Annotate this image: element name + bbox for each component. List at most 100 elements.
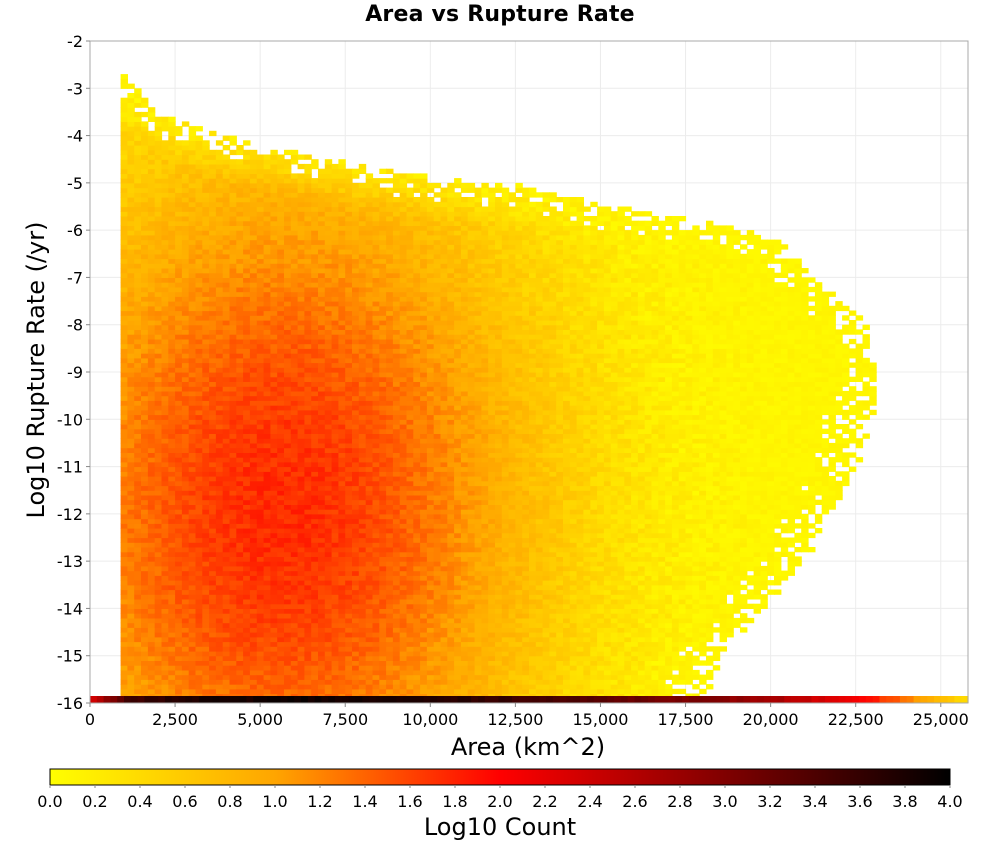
- heatmap-cell: [365, 513, 374, 520]
- heatmap-cell: [256, 466, 265, 472]
- heatmap-cell: [284, 400, 292, 406]
- heatmap-cell: [249, 163, 258, 170]
- heatmap-cell: [256, 613, 265, 619]
- heatmap-cell: [195, 684, 203, 690]
- heatmap-cell: [127, 447, 135, 453]
- heatmap-cell: [209, 258, 217, 264]
- heatmap-cell: [358, 490, 367, 496]
- heatmap-cell: [358, 405, 367, 411]
- heatmap-cell: [338, 381, 346, 387]
- heatmap-cell: [365, 291, 374, 297]
- heatmap-cell: [141, 556, 149, 562]
- heatmap-cell: [270, 324, 278, 330]
- heatmap-cell: [338, 244, 346, 250]
- heatmap-cell: [222, 357, 231, 364]
- heatmap-cell: [372, 556, 380, 562]
- heatmap-cell: [161, 684, 169, 690]
- heatmap-cell: [134, 457, 142, 463]
- heatmap-cell: [181, 376, 190, 382]
- heatmap-cell: [263, 565, 271, 572]
- heatmap-cell: [386, 433, 394, 439]
- heatmap-cell: [229, 225, 237, 231]
- heatmap-cell: [209, 551, 217, 557]
- heatmap-cell: [392, 584, 401, 591]
- heatmap-cell: [284, 660, 292, 666]
- heatmap-cell: [345, 178, 353, 184]
- heatmap-cell: [195, 651, 203, 657]
- heatmap-cell: [249, 580, 258, 586]
- heatmap-cell: [154, 291, 163, 297]
- heatmap-cell: [386, 390, 394, 397]
- heatmap-cell: [324, 343, 333, 349]
- heatmap-cell: [386, 286, 394, 293]
- heatmap-cell: [161, 461, 169, 468]
- heatmap-cell: [141, 471, 149, 477]
- heatmap-cell: [399, 381, 408, 387]
- heatmap-cell: [243, 381, 251, 387]
- heatmap-cell: [338, 206, 346, 212]
- heatmap-cell: [392, 523, 401, 529]
- heatmap-cell: [147, 584, 156, 591]
- heatmap-cell: [304, 433, 312, 439]
- heatmap-cell: [358, 466, 367, 472]
- heatmap-cell: [147, 357, 156, 364]
- heatmap-cell: [120, 622, 128, 628]
- heatmap-cell: [249, 211, 258, 217]
- heatmap-cell: [277, 362, 285, 368]
- heatmap-cell: [243, 457, 251, 463]
- heatmap-cell: [324, 622, 333, 628]
- heatmap-cell: [120, 381, 128, 387]
- heatmap-cell: [324, 301, 333, 307]
- heatmap-cell: [338, 367, 346, 373]
- heatmap-cell: [141, 622, 149, 628]
- heatmap-cell: [256, 173, 265, 179]
- heatmap-cell: [270, 669, 278, 676]
- heatmap-cell: [372, 655, 380, 661]
- heatmap-cell: [386, 584, 394, 591]
- heatmap-cell: [161, 258, 169, 264]
- heatmap-cell: [358, 320, 367, 326]
- heatmap-cell: [188, 187, 197, 193]
- heatmap-cell: [168, 206, 176, 212]
- heatmap-cell: [181, 669, 190, 676]
- heatmap-cell: [134, 594, 142, 600]
- heatmap-cell: [175, 542, 183, 548]
- heatmap-cell: [290, 220, 299, 226]
- heatmap-cell: [365, 376, 374, 382]
- heatmap-cell: [168, 277, 176, 283]
- heatmap-cell: [392, 528, 401, 534]
- heatmap-cell: [188, 589, 197, 595]
- heatmap-cell: [263, 182, 271, 189]
- heatmap-cell: [141, 329, 149, 335]
- heatmap-cell: [202, 216, 210, 222]
- heatmap-cell: [236, 651, 244, 657]
- heatmap-cell: [358, 277, 367, 283]
- heatmap-cell: [161, 159, 169, 165]
- heatmap-cell: [222, 532, 231, 539]
- heatmap-cell: [181, 641, 190, 647]
- heatmap-cell: [147, 494, 156, 501]
- heatmap-cell: [318, 584, 326, 591]
- heatmap-cell: [202, 669, 210, 676]
- heatmap-cell: [215, 438, 224, 444]
- heatmap-cell: [202, 428, 210, 434]
- heatmap-cell: [331, 390, 339, 397]
- heatmap-cell: [263, 594, 271, 600]
- heatmap-cell: [358, 201, 367, 208]
- heatmap-cell: [181, 622, 190, 628]
- heatmap-cell: [236, 324, 244, 330]
- heatmap-cell: [209, 485, 217, 491]
- heatmap-cell: [215, 376, 224, 382]
- heatmap-cell: [175, 419, 183, 425]
- heatmap-cell: [284, 504, 292, 510]
- heatmap-cell: [161, 357, 169, 364]
- heatmap-cell: [358, 419, 367, 425]
- heatmap-cell: [127, 301, 135, 307]
- heatmap-cell: [392, 357, 401, 364]
- heatmap-cell: [290, 329, 299, 335]
- heatmap-cell: [270, 225, 278, 231]
- heatmap-cell: [229, 636, 237, 643]
- heatmap-cell: [154, 424, 163, 430]
- heatmap-cell: [215, 485, 224, 491]
- heatmap-cell: [256, 499, 265, 505]
